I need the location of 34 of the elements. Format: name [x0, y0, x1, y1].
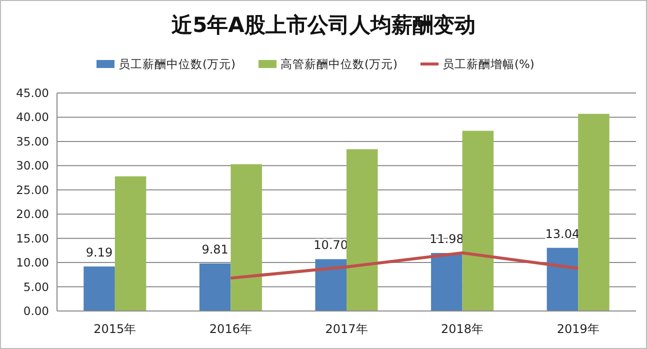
x-tick-label: 2015年: [94, 322, 136, 336]
bar: [315, 259, 346, 311]
bar: [84, 266, 115, 311]
y-tick-label: 45.00: [16, 86, 49, 100]
legend-label: 员工薪酬增幅(%): [442, 57, 534, 71]
bar: [578, 114, 610, 311]
chart-title: 近5年A股上市公司人均薪酬变动: [170, 13, 476, 37]
y-tick-label: 0.00: [23, 304, 49, 318]
bar: [431, 252, 462, 311]
bar: [114, 176, 146, 311]
data-label: 10.70: [314, 238, 348, 252]
y-tick-label: 40.00: [16, 110, 49, 124]
y-tick-label: 5.00: [23, 280, 49, 294]
data-label: 9.19: [86, 245, 113, 260]
bar: [546, 248, 578, 311]
y-tick-label: 25.00: [16, 182, 49, 197]
legend-label: 员工薪酬中位数(万元): [118, 57, 236, 71]
y-tick-label: 15.00: [16, 231, 49, 246]
data-label: 9.81: [202, 242, 228, 256]
bar: [346, 149, 378, 311]
legend-label: 高管薪酬中位数(万元): [280, 57, 398, 71]
line-series: [229, 251, 580, 280]
bar: [462, 130, 494, 311]
x-tick-label: 2019年: [556, 322, 600, 336]
y-tick-label: 10.00: [16, 256, 49, 270]
bar: [199, 263, 231, 311]
x-tick-label: 2018年: [441, 322, 484, 336]
x-tick-label: 2016年: [209, 322, 252, 336]
data-label: 11.98: [429, 232, 464, 246]
bar: [230, 164, 262, 311]
y-tick-label: 30.00: [16, 158, 49, 173]
y-tick-label: 35.00: [16, 134, 49, 148]
y-tick-label: 20.00: [16, 207, 49, 222]
x-tick-label: 2017年: [325, 322, 368, 336]
